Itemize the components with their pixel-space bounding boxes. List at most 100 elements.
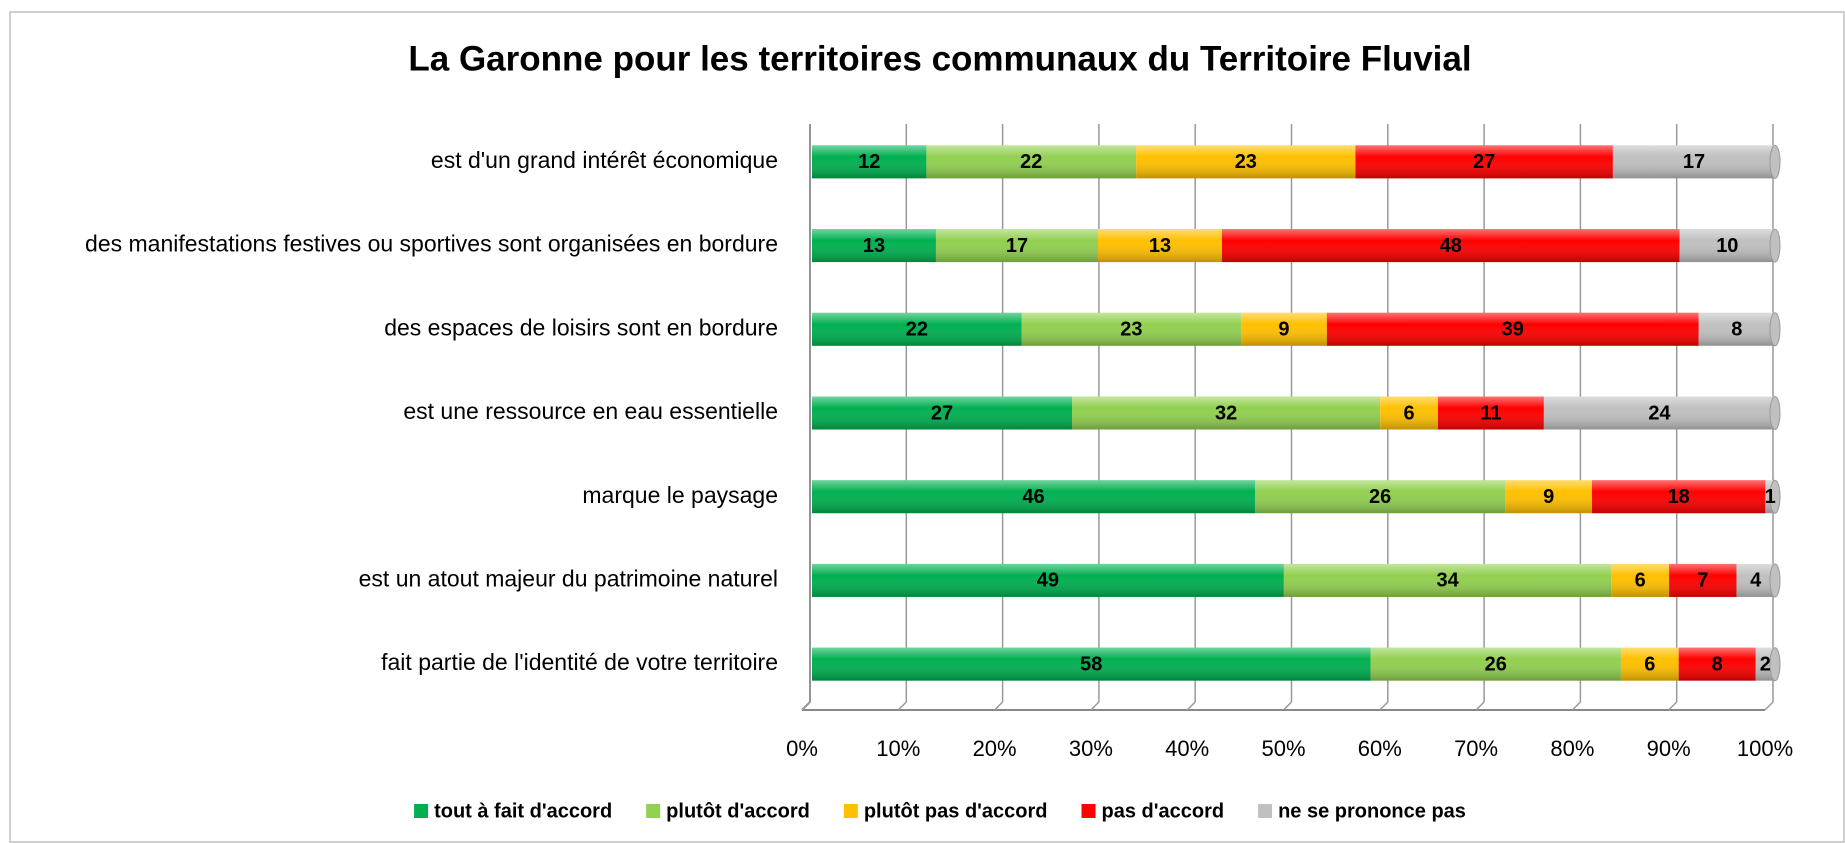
y-tick-label: marque le paysage [582, 482, 778, 508]
bar-shade [1283, 563, 1612, 597]
x-tick-label: 100% [1737, 736, 1793, 761]
bar-shade [1611, 563, 1670, 597]
x-tick-label: 80% [1550, 736, 1594, 761]
legend-label: tout à fait d'accord [434, 800, 612, 822]
data-label: 2 [1760, 653, 1771, 675]
data-label: 32 [1215, 402, 1237, 424]
data-label: 58 [1080, 653, 1102, 675]
bar-cap [1769, 563, 1781, 598]
x-tick-label: 50% [1261, 736, 1305, 761]
bar-cap [1769, 144, 1781, 179]
bar-shade [812, 647, 1371, 681]
legend-item: tout à fait d'accord [414, 800, 612, 822]
data-label: 6 [1644, 653, 1655, 675]
legend-label: plutôt pas d'accord [864, 800, 1048, 822]
data-label: 6 [1403, 402, 1414, 424]
data-label: 13 [863, 235, 885, 257]
legend-item: pas d'accord [1081, 800, 1225, 822]
legend-item: ne se prononce pas [1258, 800, 1466, 822]
grid-floor-line [897, 701, 907, 711]
bar-shade [926, 145, 1137, 179]
bar-cap [1769, 479, 1781, 514]
bar-shade [1679, 229, 1775, 263]
legend-swatch [1258, 804, 1273, 818]
legend-swatch [843, 804, 858, 818]
x-tick-label: 70% [1454, 736, 1498, 761]
data-label: 34 [1436, 570, 1459, 592]
y-tick-label: est une ressource en eau essentielle [403, 398, 778, 424]
bar-shade [812, 480, 1255, 514]
bar-shade [812, 396, 1073, 430]
data-label: 18 [1668, 486, 1690, 508]
grid-floor-line [801, 701, 811, 711]
data-label: 23 [1235, 151, 1257, 173]
grid-floor-line [994, 701, 1004, 711]
legend-label: plutôt d'accord [666, 800, 810, 822]
data-label: 6 [1635, 570, 1646, 592]
bar-cap [1769, 228, 1781, 263]
bar-shade [1072, 396, 1381, 430]
bar-shade [1543, 396, 1775, 430]
data-label: 17 [1006, 235, 1028, 257]
data-label: 26 [1485, 653, 1507, 675]
bar-shade [1612, 145, 1775, 179]
data-label: 22 [906, 319, 928, 341]
bar-shade [1678, 647, 1756, 681]
x-tick-label: 90% [1647, 736, 1691, 761]
x-tick-label: 40% [1165, 736, 1209, 761]
data-label: 12 [858, 151, 880, 173]
grid-floor-line [1090, 701, 1100, 711]
bar-shade [1698, 312, 1775, 346]
bar-shade [812, 145, 927, 179]
x-tick-label: 20% [973, 736, 1017, 761]
data-label: 17 [1683, 151, 1705, 173]
bar-shade [1326, 312, 1699, 346]
bar-shade [1221, 229, 1680, 263]
bar-shade [935, 229, 1099, 263]
y-tick-label: fait partie de l'identité de votre terri… [381, 649, 778, 675]
data-label: 11 [1480, 402, 1501, 424]
bar-shade [1505, 480, 1593, 514]
bar-cap [1769, 647, 1781, 682]
data-label: 1 [1765, 486, 1776, 508]
bar-shade [1136, 145, 1356, 179]
data-label: 13 [1149, 235, 1171, 257]
data-label: 27 [1473, 151, 1495, 173]
bar-shade [1669, 563, 1737, 597]
bar-shade [1736, 563, 1775, 597]
data-label: 9 [1543, 486, 1554, 508]
x-tick-label: 0% [786, 736, 818, 761]
bar-cap [1769, 312, 1781, 347]
bar-cap [1769, 396, 1781, 430]
legend-swatch [1081, 804, 1096, 818]
chart-title: La Garonne pour les territoires communau… [408, 39, 1471, 78]
data-label: 48 [1440, 235, 1462, 257]
grid-floor-line [1764, 701, 1774, 711]
bar-shade [812, 563, 1284, 597]
bar-shade [812, 312, 1022, 346]
bar-shade [812, 229, 936, 263]
grid-floor-line [1186, 701, 1196, 711]
y-tick-label: est un atout majeur du patrimoine nature… [359, 566, 778, 592]
data-label: 49 [1037, 570, 1059, 592]
bar-shade [1021, 312, 1242, 346]
data-label: 39 [1502, 319, 1524, 341]
bar-shade [1254, 480, 1506, 514]
grid-floor-line [1668, 701, 1678, 711]
bar-shade [1241, 312, 1327, 346]
bar-shade [1620, 647, 1679, 681]
data-label: 8 [1712, 653, 1723, 675]
data-label: 24 [1648, 402, 1671, 424]
bar-shade [1355, 145, 1613, 179]
data-label: 22 [1020, 151, 1042, 173]
data-label: 8 [1731, 319, 1742, 341]
data-label: 46 [1022, 486, 1044, 508]
y-tick-label: des manifestations festives ou sportives… [85, 231, 778, 257]
grid-floor-line [1571, 701, 1581, 711]
data-label: 4 [1750, 570, 1762, 592]
y-tick-label: des espaces de loisirs sont en bordure [384, 314, 778, 340]
y-tick-label: est d'un grand intérêt économique [431, 147, 778, 173]
legend-label: pas d'accord [1102, 800, 1225, 822]
data-label: 7 [1697, 570, 1708, 592]
